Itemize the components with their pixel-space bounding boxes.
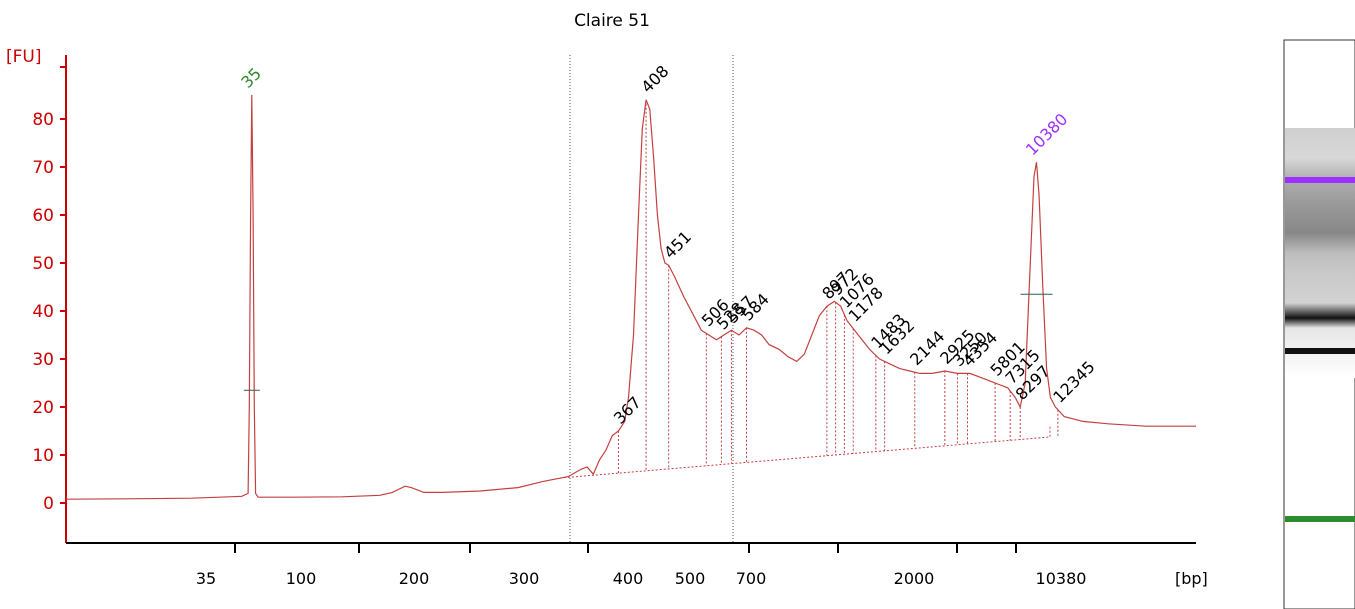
y-tick-label: 30 bbox=[32, 350, 54, 370]
gel-upper-marker-band bbox=[1285, 177, 1355, 183]
gel-smear bbox=[1285, 128, 1355, 378]
gel-dark-band bbox=[1285, 348, 1355, 354]
trace-line bbox=[65, 94, 1196, 500]
upper-marker-label: 10380 bbox=[1022, 110, 1071, 159]
x-tick-label: 100 bbox=[286, 569, 317, 588]
gel-lower-marker-band bbox=[1285, 516, 1355, 522]
y-tick-label: 50 bbox=[32, 254, 54, 274]
chart-title: Claire 51 bbox=[574, 11, 650, 31]
y-tick-label: 80 bbox=[32, 110, 54, 130]
x-tick-label: 10380 bbox=[1036, 569, 1087, 588]
x-tick-label: 400 bbox=[613, 569, 644, 588]
y-tick-label: 60 bbox=[32, 206, 54, 226]
y-tick-label: 0 bbox=[43, 494, 54, 514]
peak-label: 12345 bbox=[1049, 357, 1098, 406]
x-tick-label: 700 bbox=[736, 569, 767, 588]
y-tick-label: 70 bbox=[32, 158, 54, 178]
y-tick-label: 40 bbox=[32, 302, 54, 322]
peak-label: 367 bbox=[610, 393, 645, 428]
x-tick-label: 200 bbox=[399, 569, 430, 588]
peak-label: 408 bbox=[637, 62, 672, 97]
gel-lane bbox=[1283, 39, 1355, 609]
x-tick-label: 2000 bbox=[894, 569, 935, 588]
x-tick-label: 35 bbox=[196, 569, 216, 588]
x-tick-label: 500 bbox=[675, 569, 706, 588]
lower-marker-label: 35 bbox=[237, 64, 265, 92]
x-tick-label: 300 bbox=[509, 569, 540, 588]
plot-area: 0 10 20 30 40 50 60 70 80 35 100 200 300 400 500 700 200… bbox=[32, 55, 1196, 588]
x-axis-label: [bp] bbox=[1175, 569, 1208, 588]
region-baseline bbox=[559, 425, 1051, 479]
y-tick-label: 10 bbox=[32, 446, 54, 466]
peak-label: 451 bbox=[660, 227, 695, 262]
y-tick-label: 20 bbox=[32, 398, 54, 418]
y-axis-label: [FU] bbox=[6, 47, 42, 67]
